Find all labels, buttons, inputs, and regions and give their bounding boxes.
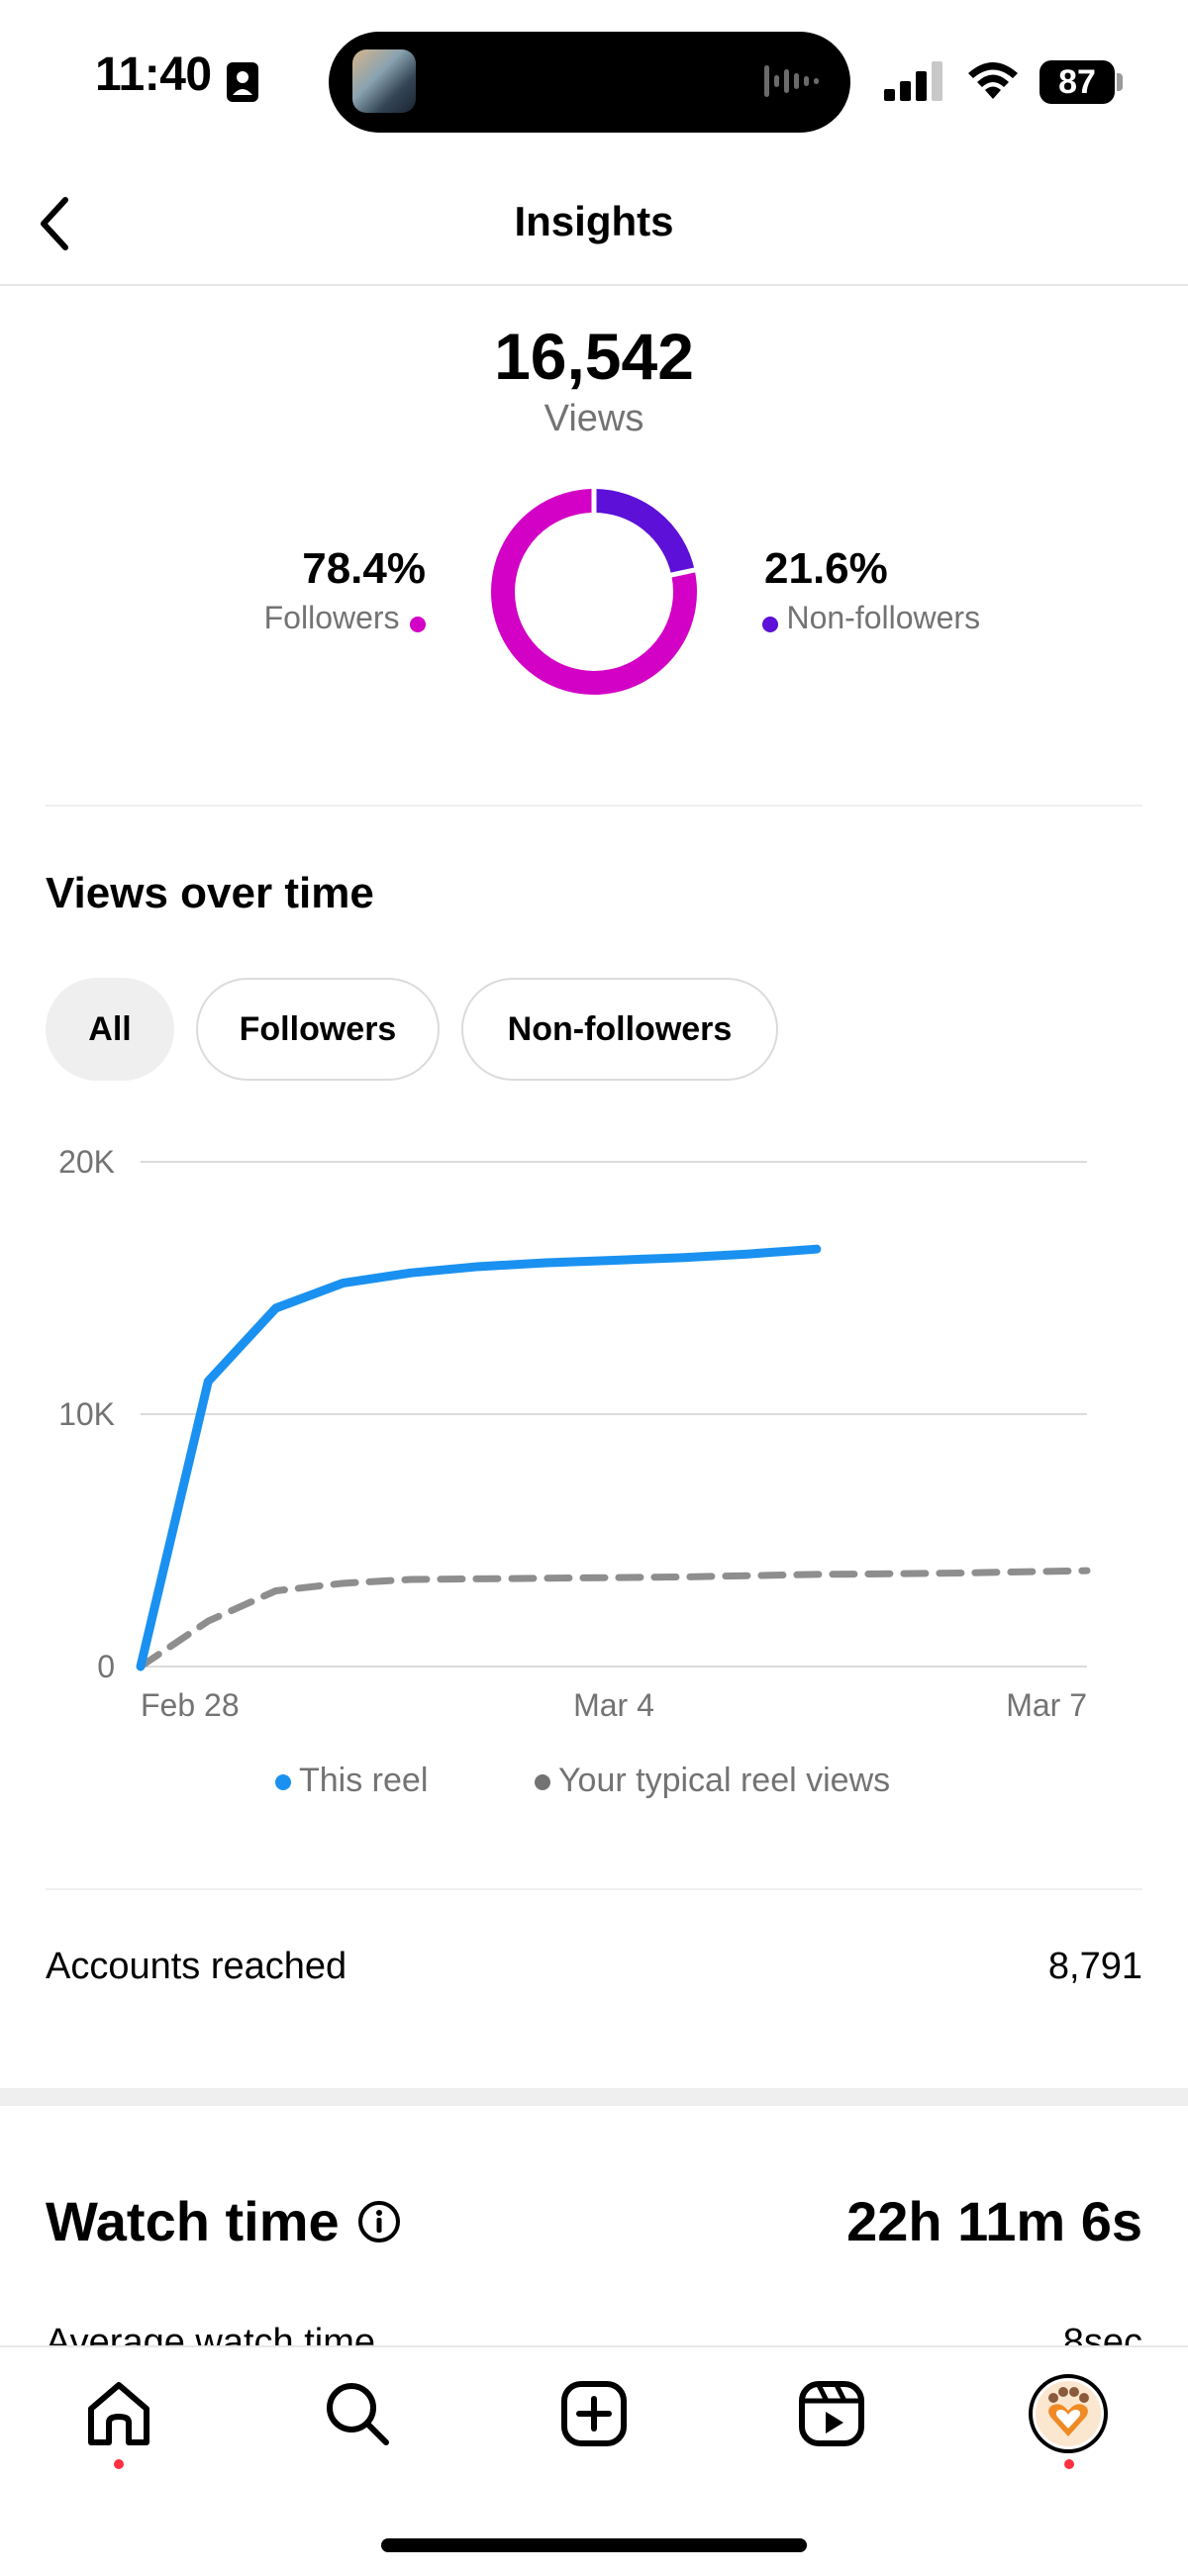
now-playing-thumbnail [352,49,416,113]
accounts-reached-value: 8,791 [1047,1946,1142,1987]
nonfollowers-dot [762,616,778,632]
followers-dot [410,616,426,632]
audio-waveform-icon [764,65,819,97]
total-views: 16,542 [494,320,694,393]
search-icon[interactable] [323,2379,392,2448]
views-over-time-title: Views over time [46,869,374,917]
home-indicator [381,2538,807,2552]
y-tick-label: 0 [97,1649,115,1684]
views-donut-chart [491,487,698,695]
nonfollowers-percentage: 21.6% [764,544,888,593]
cellular-signal-icon [884,61,942,101]
battery-tip [1117,73,1123,91]
views-line-chart: 0 10K 20K Feb 28 Mar 4 Mar 7 [58,1144,1091,1723]
views-label: Views [544,398,644,439]
wifi-icon [968,62,1018,99]
filter-chip-followers[interactable]: Followers [196,978,440,1081]
home-icon[interactable] [83,2379,154,2448]
legend-label-this-reel: This reel [299,1762,429,1799]
followers-percentage: 78.4% [302,544,426,593]
section-divider [46,805,1142,807]
reels-icon[interactable] [797,2379,866,2448]
section-separator-band [0,2088,1188,2106]
section-divider-2 [46,1888,1142,1890]
legend-label-typical: Your typical reel views [558,1762,891,1799]
back-arrow-icon[interactable] [34,194,73,253]
series-line-typical [137,1567,1091,1670]
header-divider [0,284,1188,286]
profile-avatar[interactable] [1028,2373,1109,2454]
profile-notification-dot [1064,2459,1074,2469]
series-line-this-reel [136,1244,822,1671]
battery-level: 87 [1040,60,1115,104]
y-tick-label: 20K [58,1144,115,1180]
page-title: Insights [514,198,674,244]
watch-time-title: Watch time [46,2190,340,2252]
accounts-reached-label: Accounts reached [46,1946,347,1987]
legend-this-reel: This reel [275,1762,428,1800]
followers-label: Followers [263,600,400,635]
filter-chip-all[interactable]: All [46,978,174,1081]
contact-card-icon [227,62,258,102]
x-tick-label: Mar 4 [573,1687,654,1723]
nonfollowers-label: Non-followers [786,600,981,635]
followers-legend: Followers [264,600,426,636]
create-icon[interactable] [559,2379,629,2448]
y-tick-label: 10K [58,1396,115,1432]
legend-dot-this-reel [275,1774,291,1791]
watch-time-value: 22h 11m 6s [846,2190,1142,2252]
nonfollowers-legend: Non-followers [762,600,980,636]
status-time: 11:40 [95,48,212,101]
donut-segment-followers [491,489,697,695]
info-icon[interactable] [356,2199,402,2244]
home-notification-dot [114,2459,124,2469]
legend-dot-typical [535,1774,550,1791]
filter-chip-nonfollowers[interactable]: Non-followers [461,978,778,1081]
legend-typical: Your typical reel views [535,1762,890,1800]
x-tick-label: Feb 28 [141,1687,240,1723]
x-tick-label: Mar 7 [1006,1687,1087,1723]
